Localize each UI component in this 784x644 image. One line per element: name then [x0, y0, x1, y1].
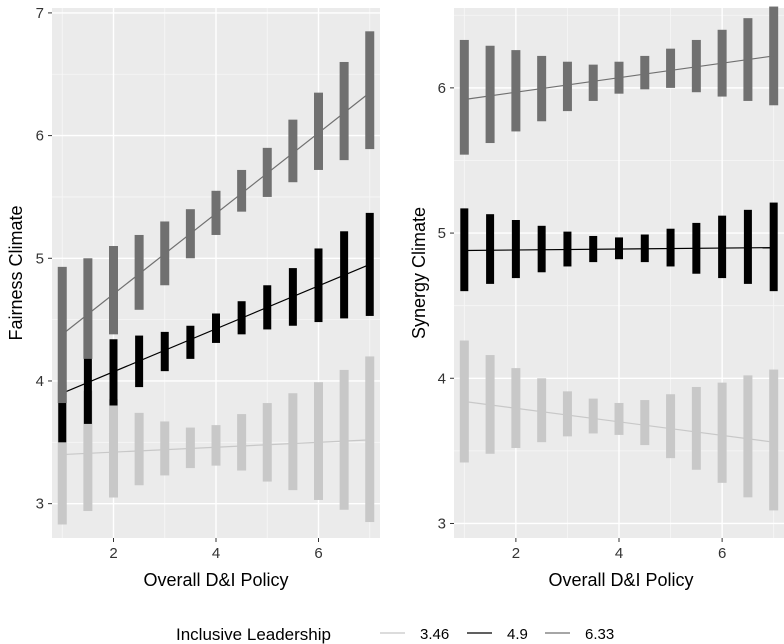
- y-tick-label: 5: [36, 250, 44, 267]
- interval-bar: [615, 237, 623, 260]
- interval-bar: [160, 331, 169, 372]
- fit-line: [464, 246, 774, 252]
- interval-bar: [769, 369, 779, 511]
- interval-bar: [134, 234, 144, 310]
- interval-bar: [186, 325, 195, 359]
- legend-label-2: 4.9: [507, 626, 528, 643]
- fit-line: [464, 400, 774, 443]
- interval-bar: [237, 414, 247, 471]
- x-tick-label: 4: [212, 545, 220, 562]
- interval-bar: [666, 394, 676, 459]
- interval-bar: [743, 375, 753, 498]
- series-6.33: [459, 6, 779, 155]
- interval-bar: [511, 50, 521, 132]
- interval-bar: [339, 61, 349, 161]
- fairness-panel: 2 4 6 3 4 5 6 7 Overall D&I Policy Fairness Clima…: [6, 5, 380, 590]
- interval-bar: [211, 425, 221, 466]
- interval-bar: [614, 402, 624, 435]
- interval-bar: [262, 147, 272, 197]
- interval-bar: [365, 31, 375, 150]
- interval-bar: [262, 403, 272, 482]
- interval-bar: [365, 356, 375, 523]
- interval-bar: [314, 382, 323, 500]
- interval-bar: [666, 48, 676, 88]
- x-tick-label: 2: [512, 545, 520, 562]
- y-tick-label: 6: [438, 80, 446, 97]
- x-axis-title: Overall D&I Policy: [548, 570, 693, 590]
- interval-bar: [717, 382, 727, 483]
- fit-line: [61, 92, 371, 335]
- interval-bar: [57, 384, 67, 525]
- interval-bar: [109, 399, 118, 498]
- interval-bar: [486, 214, 495, 284]
- legend-label-1: 3.46: [420, 626, 449, 643]
- fit-line: [62, 439, 370, 456]
- y-tick-label: 3: [438, 515, 446, 532]
- y-tick-label: 5: [438, 225, 446, 242]
- interval-bar: [562, 391, 572, 437]
- y-axis-title: Fairness Climate: [6, 205, 26, 340]
- interval-bar: [288, 119, 298, 183]
- interval-bar: [588, 398, 598, 434]
- interval-bar: [640, 55, 650, 90]
- interval-bar: [339, 369, 349, 510]
- y-tick-label: 4: [438, 370, 446, 387]
- interval-bar: [460, 208, 469, 292]
- interval-bar: [288, 393, 298, 491]
- interval-bar: [459, 39, 469, 155]
- interval-bar: [57, 266, 67, 404]
- interval-bar: [83, 390, 93, 512]
- interval-bar: [185, 427, 195, 469]
- series-3.46: [459, 340, 779, 511]
- legend: Inclusive Leadership 3.46 4.9 6.33: [176, 625, 614, 644]
- interval-bar: [314, 92, 323, 170]
- y-tick-label: 4: [36, 373, 44, 390]
- interval-bar: [718, 215, 727, 279]
- y-axis-title: Synergy Climate: [409, 207, 429, 339]
- y-tick-label: 6: [36, 128, 44, 145]
- interval-bar: [237, 169, 247, 212]
- interval-bar: [691, 39, 701, 93]
- x-tick-label: 6: [314, 545, 322, 562]
- interval-bar: [160, 421, 170, 476]
- interval-bar: [537, 225, 546, 273]
- x-axis-title: Overall D&I Policy: [143, 570, 288, 590]
- interval-bar: [562, 61, 572, 112]
- interval-bar: [588, 64, 598, 101]
- interval-bar: [769, 202, 778, 292]
- legend-key-1: 3.46: [380, 626, 449, 643]
- synergy-panel: 2 4 6 3 4 5 6 Overall D&I Policy Synergy Climate: [409, 6, 784, 590]
- interval-bar: [640, 400, 650, 446]
- interval-bar: [743, 209, 752, 284]
- interval-bar: [666, 228, 675, 267]
- x-tick-label: 4: [615, 545, 623, 562]
- interval-bar: [691, 386, 701, 470]
- x-tick-label: 2: [109, 545, 117, 562]
- fit-line: [464, 55, 774, 101]
- legend-key-2: 4.9: [467, 626, 528, 643]
- series-4.9: [460, 202, 778, 292]
- legend-title: Inclusive Leadership: [176, 625, 331, 644]
- legend-label-3: 6.33: [585, 626, 614, 643]
- interval-bar: [485, 45, 495, 144]
- x-tick-label: 6: [718, 545, 726, 562]
- interval-bar: [511, 220, 520, 279]
- legend-key-3: 6.33: [545, 626, 614, 643]
- y-tick-label: 7: [36, 5, 44, 22]
- interval-bar: [537, 378, 547, 443]
- interval-bar: [134, 412, 144, 486]
- series-3.46: [57, 356, 375, 525]
- series-6.33: [57, 31, 375, 404]
- fit-line: [62, 263, 370, 394]
- interval-bar: [109, 246, 118, 335]
- interval-bar: [83, 258, 93, 359]
- y-tick-label: 3: [36, 496, 44, 513]
